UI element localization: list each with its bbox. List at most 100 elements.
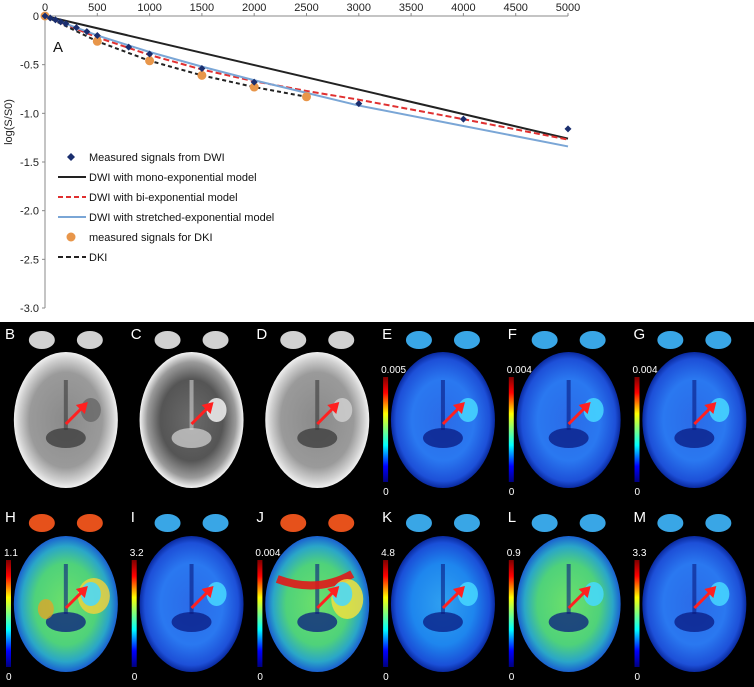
lesion-arrow	[441, 402, 465, 426]
dki-signal-point	[249, 82, 259, 92]
panel-label: H	[5, 509, 16, 526]
dwi-signal-point	[41, 12, 49, 20]
legend-entry: measured signals for DKI	[89, 232, 213, 244]
dki-signal-point	[92, 36, 102, 46]
colorbar	[383, 560, 389, 667]
x-tick-label: 500	[88, 2, 106, 14]
colorbar-min-label: 0	[509, 672, 515, 683]
colorbar	[508, 377, 514, 482]
colorbar-max-label: 3.3	[633, 548, 647, 559]
y-tick-label: -1.5	[20, 157, 39, 169]
colorbar	[6, 560, 11, 667]
x-tick-label: 3000	[347, 2, 371, 14]
lesion-arrow	[190, 402, 214, 426]
colorbar-max-label: 0.004	[633, 365, 658, 376]
dwi-signal-point	[51, 16, 59, 24]
dwi-signal-point	[83, 28, 91, 36]
colorbar-max-label: 0.004	[507, 365, 532, 376]
panel-label: K	[382, 509, 392, 526]
dwi-signal-point	[93, 31, 101, 39]
mri-panel-m: M 3.3 0	[633, 509, 747, 683]
panel-label: C	[131, 326, 142, 343]
mri-panel-i: I 3.2 0	[130, 509, 244, 683]
lesion-arrow	[441, 586, 465, 610]
colorbar-min-label: 0	[132, 672, 138, 683]
lesion-arrow	[316, 402, 340, 426]
colorbar	[131, 560, 137, 667]
colorbar-max-label: 0.005	[381, 365, 406, 376]
chart-svg: 0 500 1000 1500 2000 2500 3000 3500 4000 4500 5000…	[3, 2, 580, 315]
series-line	[44, 15, 307, 98]
legend-entry: Measured signals from DWI	[89, 152, 225, 164]
dwi-signal-point	[46, 14, 54, 22]
mri-panel-f: F 0.004 0	[507, 326, 621, 498]
y-tick-label: -0.5	[20, 60, 39, 72]
x-tick-label: 1500	[190, 2, 214, 14]
dki-signal-point	[197, 70, 207, 80]
colorbar-min-label: 0	[383, 487, 389, 498]
legend-entry: DWI with stretched-exponential model	[89, 212, 274, 224]
mri-panels-svg: B C D E 0.005 0 F 0.004 0 G 0.004 0 H 1.1 0 I 3.2 0 J 0.004…	[4, 326, 747, 683]
y-tick-label: -2.0	[20, 206, 39, 218]
legend-entry: DWI with mono-exponential model	[89, 172, 257, 184]
y-tick-label: -3.0	[20, 303, 39, 315]
colorbar	[508, 560, 514, 667]
dwi-signal-point	[62, 20, 70, 28]
x-tick-label: 0	[42, 2, 48, 14]
mri-image-strip: B C D E 0.005 0 F 0.004 0 G 0.004 0 H 1.1 0 I 3.2 0 J 0.004…	[0, 322, 754, 687]
panel-label-a: A	[53, 39, 63, 56]
panel-label: J	[256, 509, 264, 526]
colorbar	[257, 560, 263, 667]
x-tick-label: 2000	[242, 2, 266, 14]
legend-entry: DWI with bi-exponential model	[89, 192, 238, 204]
series-line	[44, 15, 569, 148]
colorbar-min-label: 0	[257, 672, 263, 683]
y-tick-label: -1.0	[20, 108, 39, 120]
dwi-signal-point	[146, 50, 154, 58]
legend-entry: DKI	[89, 252, 107, 264]
dki-signal-point	[145, 56, 155, 66]
panel-label: I	[131, 509, 135, 526]
x-tick-label: 2500	[294, 2, 318, 14]
dwi-signal-point	[57, 18, 65, 26]
colorbar-max-label: 1.1	[4, 548, 18, 559]
lesion-arrow	[190, 586, 214, 610]
mri-panel-h: H 1.1 0	[4, 509, 118, 683]
dki-signal-point	[302, 92, 311, 102]
legend-symbol	[67, 153, 75, 161]
panel-label: M	[634, 509, 647, 526]
colorbar-min-label: 0	[509, 487, 515, 498]
colorbar-min-label: 0	[635, 487, 641, 498]
lesion-arrow	[64, 586, 88, 610]
panel-label: F	[508, 326, 517, 343]
panel-label: G	[634, 326, 646, 343]
mri-panel-d: D	[256, 326, 370, 488]
y-tick-label: 0	[33, 11, 39, 23]
legend-symbol	[66, 232, 76, 242]
x-tick-label: 1000	[137, 2, 161, 14]
panel-label: E	[382, 326, 392, 343]
mri-panel-c: C	[131, 326, 244, 488]
mri-panel-k: K 4.8 0	[381, 509, 495, 683]
mri-panel-e: E 0.005 0	[381, 326, 495, 498]
x-tick-label: 4500	[503, 2, 527, 14]
colorbar	[634, 377, 640, 482]
dwi-signal-point	[355, 100, 363, 108]
colorbar-max-label: 3.2	[130, 548, 144, 559]
colorbar-min-label: 0	[383, 672, 389, 683]
colorbar-min-label: 0	[6, 672, 12, 683]
dwi-signal-point	[250, 78, 258, 86]
lesion-arrow	[64, 402, 88, 426]
y-tick-label: -2.5	[20, 254, 39, 266]
x-tick-label: 5000	[556, 2, 580, 14]
lesion-arrow	[693, 402, 717, 426]
x-tick-label: 4000	[451, 2, 475, 14]
mri-panel-g: G 0.004 0	[633, 326, 747, 498]
dwi-signal-point	[564, 125, 572, 133]
lesion-arrow	[693, 586, 717, 610]
colorbar	[383, 377, 389, 482]
dwi-signal-point	[459, 115, 467, 123]
lesion-arrow	[316, 586, 340, 610]
colorbar-max-label: 0.004	[255, 548, 280, 559]
series-line	[44, 15, 569, 140]
